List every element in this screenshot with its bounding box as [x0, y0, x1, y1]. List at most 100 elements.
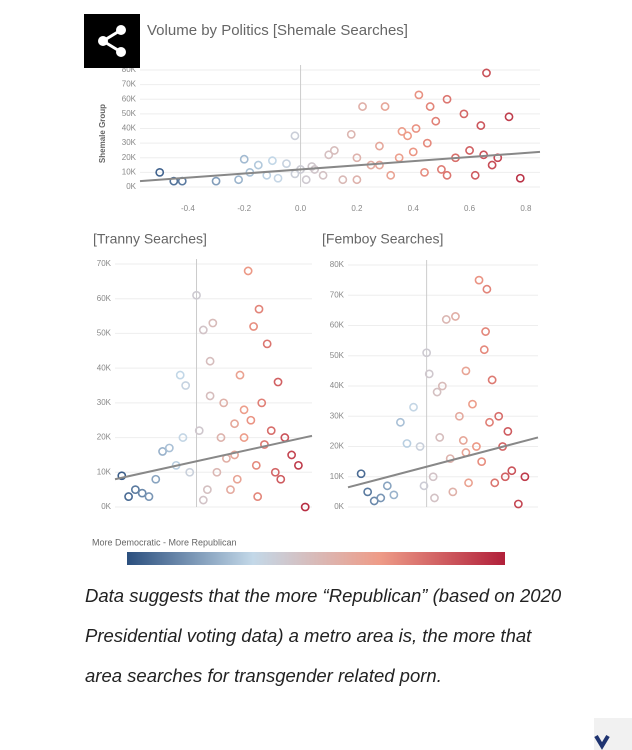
point: [164, 443, 174, 453]
y-tick-label: 20K: [97, 433, 112, 442]
point: [386, 170, 396, 180]
y-tick-label: 80K: [330, 260, 345, 269]
y-tick-label: 50K: [122, 109, 137, 118]
y-axis-label: Shemale Group: [98, 104, 107, 163]
point: [422, 138, 432, 148]
point: [432, 387, 442, 397]
point: [246, 415, 256, 425]
point: [300, 502, 310, 512]
point: [212, 467, 222, 477]
point: [318, 170, 328, 180]
y-tick-label: 40K: [330, 381, 345, 390]
point: [329, 146, 339, 155]
point: [485, 417, 494, 427]
point: [324, 150, 334, 160]
share-icon: [98, 25, 126, 57]
point: [437, 381, 447, 391]
point: [363, 487, 373, 497]
point: [461, 366, 471, 376]
point: [431, 116, 441, 126]
point: [414, 90, 424, 100]
point: [520, 472, 530, 482]
point: [239, 433, 249, 442]
point: [396, 417, 405, 427]
point: [346, 129, 356, 139]
point: [409, 402, 418, 412]
y-tick-label: 10K: [122, 167, 137, 176]
y-tick-label: 0K: [101, 502, 111, 511]
point: [253, 492, 263, 501]
point: [428, 472, 438, 482]
point: [276, 474, 286, 484]
point: [430, 493, 439, 503]
point: [422, 348, 432, 358]
point: [494, 411, 504, 421]
y-tick-label: 80K: [122, 65, 137, 74]
point: [230, 419, 239, 429]
point: [287, 450, 297, 460]
point: [144, 492, 154, 501]
point: [435, 433, 445, 442]
trend-line: [114, 434, 313, 481]
point: [178, 433, 188, 442]
point: [476, 121, 486, 130]
point: [192, 290, 201, 300]
y-tick-label: 10K: [97, 467, 112, 476]
point: [500, 472, 510, 482]
point: [117, 471, 127, 481]
point: [448, 487, 458, 497]
point: [490, 478, 500, 488]
point: [481, 327, 490, 336]
point: [442, 170, 452, 180]
point: [194, 426, 204, 436]
legend-label: More Democratic - More Republican: [92, 537, 237, 547]
y-tick-label: 70K: [330, 290, 345, 299]
point: [424, 369, 434, 379]
point: [243, 266, 253, 276]
point: [249, 322, 258, 331]
point: [219, 398, 229, 408]
point: [352, 175, 362, 185]
y-tick-label: 50K: [97, 329, 112, 338]
point: [254, 304, 264, 314]
y-tick-label: 60K: [97, 294, 112, 303]
y-tick-label: 40K: [122, 124, 137, 133]
point: [479, 345, 489, 355]
point: [266, 426, 276, 436]
point: [262, 339, 272, 349]
share-button[interactable]: [84, 14, 140, 68]
point: [380, 102, 390, 111]
point: [137, 488, 147, 498]
chart-title: [Femboy Searches]: [322, 231, 443, 247]
point: [290, 131, 300, 141]
point: [205, 356, 215, 366]
caption: Data suggests that the more “Republican”…: [85, 585, 562, 686]
point: [454, 411, 464, 421]
point: [185, 467, 195, 477]
point: [507, 466, 517, 476]
point: [181, 381, 191, 390]
point: [239, 405, 249, 415]
point: [130, 485, 140, 495]
y-tick-label: 30K: [330, 411, 345, 420]
point: [226, 485, 235, 495]
point: [169, 176, 179, 186]
point: [411, 124, 421, 133]
point: [270, 467, 280, 477]
y-tick-label: 10K: [330, 472, 345, 481]
point: [230, 450, 239, 460]
point: [124, 492, 133, 501]
point: [356, 469, 366, 479]
y-tick-label: 70K: [122, 80, 137, 89]
point: [482, 284, 492, 294]
x-tick-label: 0.6: [464, 204, 476, 213]
point: [464, 478, 473, 488]
point: [442, 94, 452, 104]
point: [257, 398, 267, 408]
point: [458, 436, 468, 445]
point: [420, 167, 429, 177]
point: [158, 447, 167, 456]
point: [425, 102, 435, 111]
y-tick-label: 60K: [330, 321, 345, 330]
